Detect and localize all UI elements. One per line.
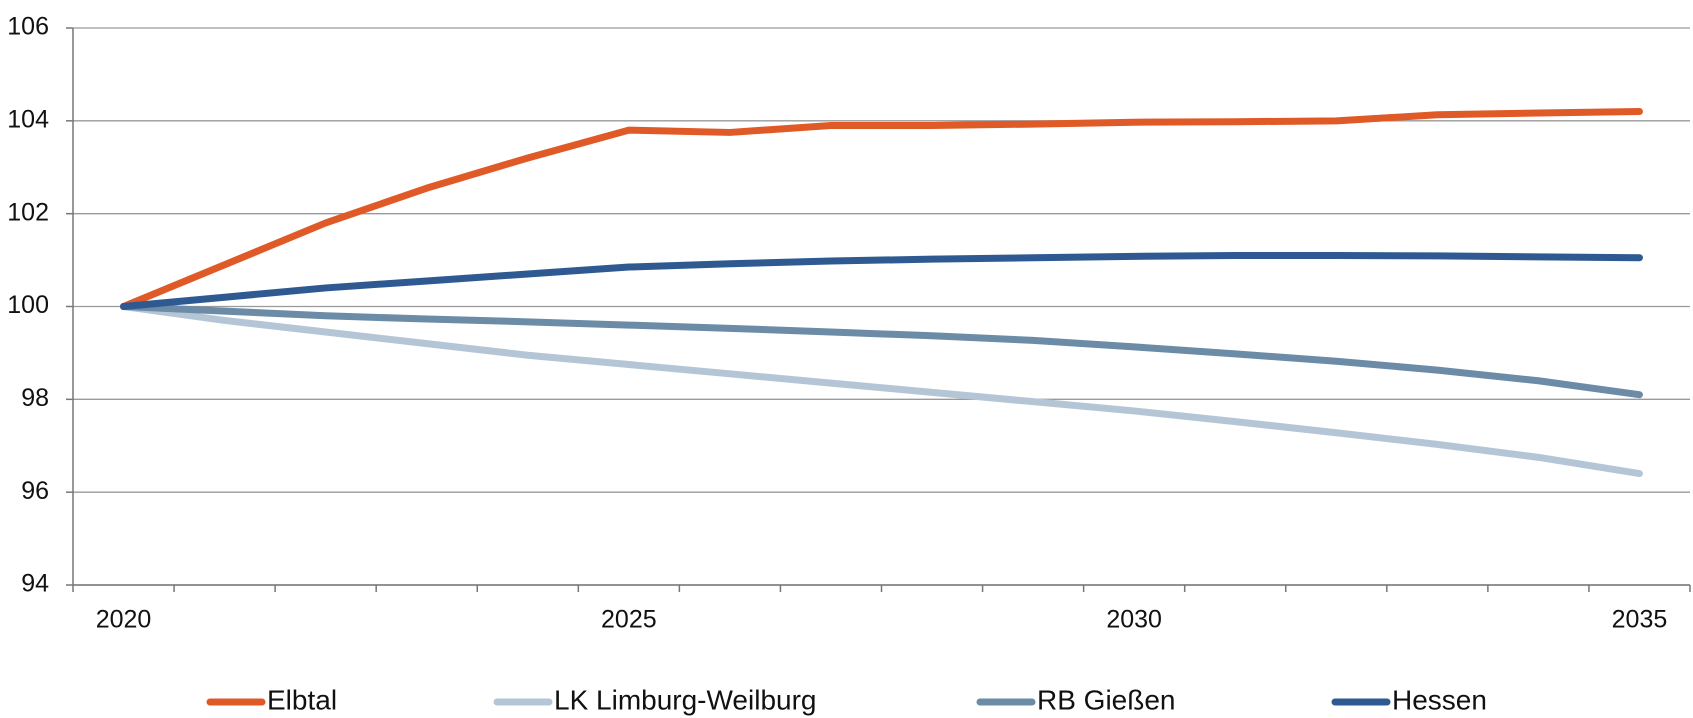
series-line [120, 108, 1643, 310]
legend-label: RB Gießen [1037, 684, 1176, 715]
series-line [120, 303, 1643, 478]
legend-label: Hessen [1392, 684, 1487, 715]
y-tick-label: 106 [7, 13, 49, 41]
series-line [120, 251, 1643, 310]
y-tick-label: 100 [7, 291, 49, 319]
y-tick-label: 104 [7, 105, 49, 133]
y-tick-label: 98 [21, 384, 49, 412]
y-tick-label: 96 [21, 477, 49, 505]
x-tick-label: 2035 [1612, 606, 1668, 634]
x-tick-label: 2025 [601, 606, 657, 634]
y-tick-label: 94 [21, 570, 49, 598]
series-line [120, 303, 1643, 399]
x-tick-label: 2020 [96, 606, 152, 634]
legend-label: Elbtal [267, 684, 337, 715]
legend-label: LK Limburg-Weilburg [554, 684, 817, 715]
y-tick-label: 102 [7, 198, 49, 226]
legend: Elbtal LK Limburg-Weilburg RB Gießen Hessen [206, 684, 1487, 715]
x-tick-label: 2030 [1106, 606, 1162, 634]
